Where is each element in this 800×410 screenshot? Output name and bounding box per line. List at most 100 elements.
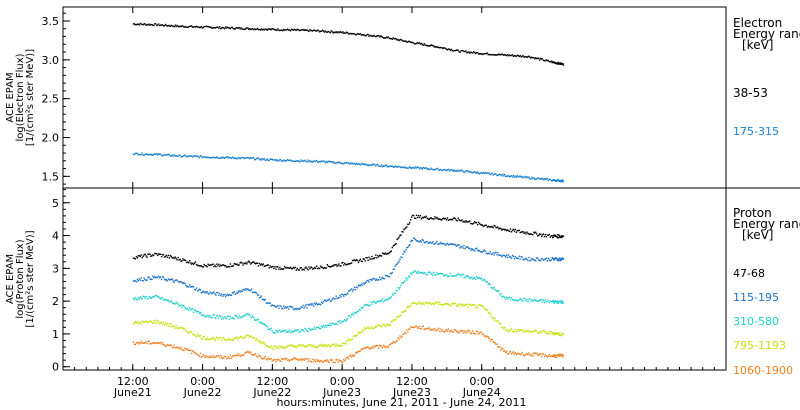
- data-point-310-580: [435, 274, 437, 276]
- data-point-310-580: [169, 300, 171, 303]
- data-point-47-68: [325, 267, 328, 269]
- data-point-795-1193: [213, 337, 215, 339]
- data-point-795-1193: [226, 339, 229, 341]
- data-point-47-68: [135, 255, 138, 258]
- data-point-115-195: [315, 303, 317, 305]
- data-point-1060-1900: [451, 331, 454, 333]
- data-point-795-1193: [360, 331, 362, 334]
- data-point-310-580: [353, 311, 356, 314]
- data-point-38-53: [454, 49, 456, 52]
- data-point-38-53: [419, 43, 422, 45]
- data-point-47-68: [562, 235, 565, 237]
- data-point-47-68: [391, 246, 393, 249]
- data-point-175-315: [414, 166, 417, 168]
- data-point-310-580: [390, 296, 392, 298]
- data-point-47-68: [453, 217, 455, 219]
- data-point-310-580: [368, 305, 370, 307]
- data-point-47-68: [298, 269, 300, 271]
- data-point-795-1193: [391, 320, 393, 323]
- data-point-310-580: [492, 288, 494, 290]
- data-point-1060-1900: [410, 326, 412, 328]
- data-point-47-68: [479, 223, 482, 226]
- data-point-115-195: [304, 305, 306, 308]
- data-point-175-315: [532, 178, 534, 180]
- data-point-115-195: [206, 290, 208, 293]
- data-point-1060-1900: [212, 354, 214, 357]
- data-point-38-53: [281, 29, 283, 31]
- data-point-38-53: [344, 32, 346, 34]
- data-point-310-580: [394, 292, 396, 294]
- data-point-1060-1900: [229, 354, 232, 356]
- data-point-175-315: [195, 155, 198, 157]
- data-point-175-315: [272, 159, 274, 161]
- data-point-795-1193: [423, 304, 425, 306]
- data-point-310-580: [315, 328, 317, 330]
- data-point-115-195: [466, 246, 468, 248]
- data-point-47-68: [191, 262, 194, 264]
- data-point-47-68: [518, 229, 520, 232]
- data-point-175-315: [540, 177, 543, 180]
- data-point-1060-1900: [380, 345, 382, 347]
- data-point-175-315: [362, 163, 364, 166]
- data-point-175-315: [199, 155, 202, 157]
- data-point-795-1193: [355, 335, 358, 337]
- data-point-38-53: [388, 37, 391, 40]
- data-point-310-580: [189, 307, 191, 309]
- data-point-1060-1900: [396, 339, 398, 342]
- y-tick-label: 5: [52, 197, 59, 210]
- data-point-310-580: [213, 314, 215, 316]
- data-point-38-53: [158, 23, 160, 25]
- data-point-115-195: [411, 239, 413, 242]
- data-point-115-195: [236, 292, 238, 294]
- data-point-47-68: [177, 256, 179, 259]
- data-point-175-315: [152, 154, 154, 156]
- data-point-175-315: [176, 155, 178, 157]
- y-tick-label: 2.0: [42, 132, 60, 145]
- data-point-115-195: [413, 237, 416, 240]
- data-point-795-1193: [341, 344, 343, 347]
- data-point-38-53: [254, 28, 257, 31]
- data-point-47-68: [547, 234, 549, 236]
- data-point-115-195: [488, 252, 490, 255]
- data-point-47-68: [250, 263, 252, 265]
- data-point-1060-1900: [499, 346, 501, 348]
- data-point-175-315: [506, 175, 509, 177]
- data-point-795-1193: [351, 338, 354, 340]
- data-point-795-1193: [315, 346, 317, 349]
- data-point-310-580: [377, 300, 379, 302]
- data-point-795-1193: [362, 330, 364, 332]
- data-point-115-195: [320, 301, 323, 303]
- data-point-115-195: [543, 258, 546, 261]
- data-point-1060-1900: [496, 343, 498, 345]
- data-point-795-1193: [254, 339, 257, 342]
- data-point-795-1193: [297, 345, 299, 348]
- data-point-310-580: [534, 298, 536, 301]
- data-point-115-195: [427, 242, 429, 244]
- data-point-1060-1900: [548, 354, 550, 356]
- data-point-795-1193: [271, 347, 273, 349]
- data-point-1060-1900: [231, 355, 234, 358]
- data-point-1060-1900: [401, 335, 403, 338]
- data-point-175-315: [403, 166, 405, 169]
- data-point-47-68: [157, 254, 159, 257]
- data-point-115-195: [374, 278, 376, 280]
- data-point-115-195: [394, 265, 396, 267]
- data-point-1060-1900: [492, 341, 494, 343]
- data-point-1060-1900: [444, 329, 447, 332]
- data-point-115-195: [292, 308, 295, 310]
- data-point-310-580: [142, 295, 144, 297]
- data-point-1060-1900: [185, 348, 187, 350]
- data-point-175-315: [372, 163, 374, 165]
- data-point-1060-1900: [355, 351, 358, 353]
- data-point-1060-1900: [560, 355, 563, 357]
- data-point-310-580: [154, 295, 156, 297]
- data-point-38-53: [497, 54, 499, 56]
- data-point-1060-1900: [543, 355, 546, 358]
- data-point-310-580: [199, 311, 202, 314]
- data-point-1060-1900: [304, 358, 306, 360]
- data-point-310-580: [522, 300, 524, 302]
- data-point-310-580: [421, 271, 423, 274]
- data-point-47-68: [451, 219, 454, 221]
- data-point-175-315: [157, 154, 159, 156]
